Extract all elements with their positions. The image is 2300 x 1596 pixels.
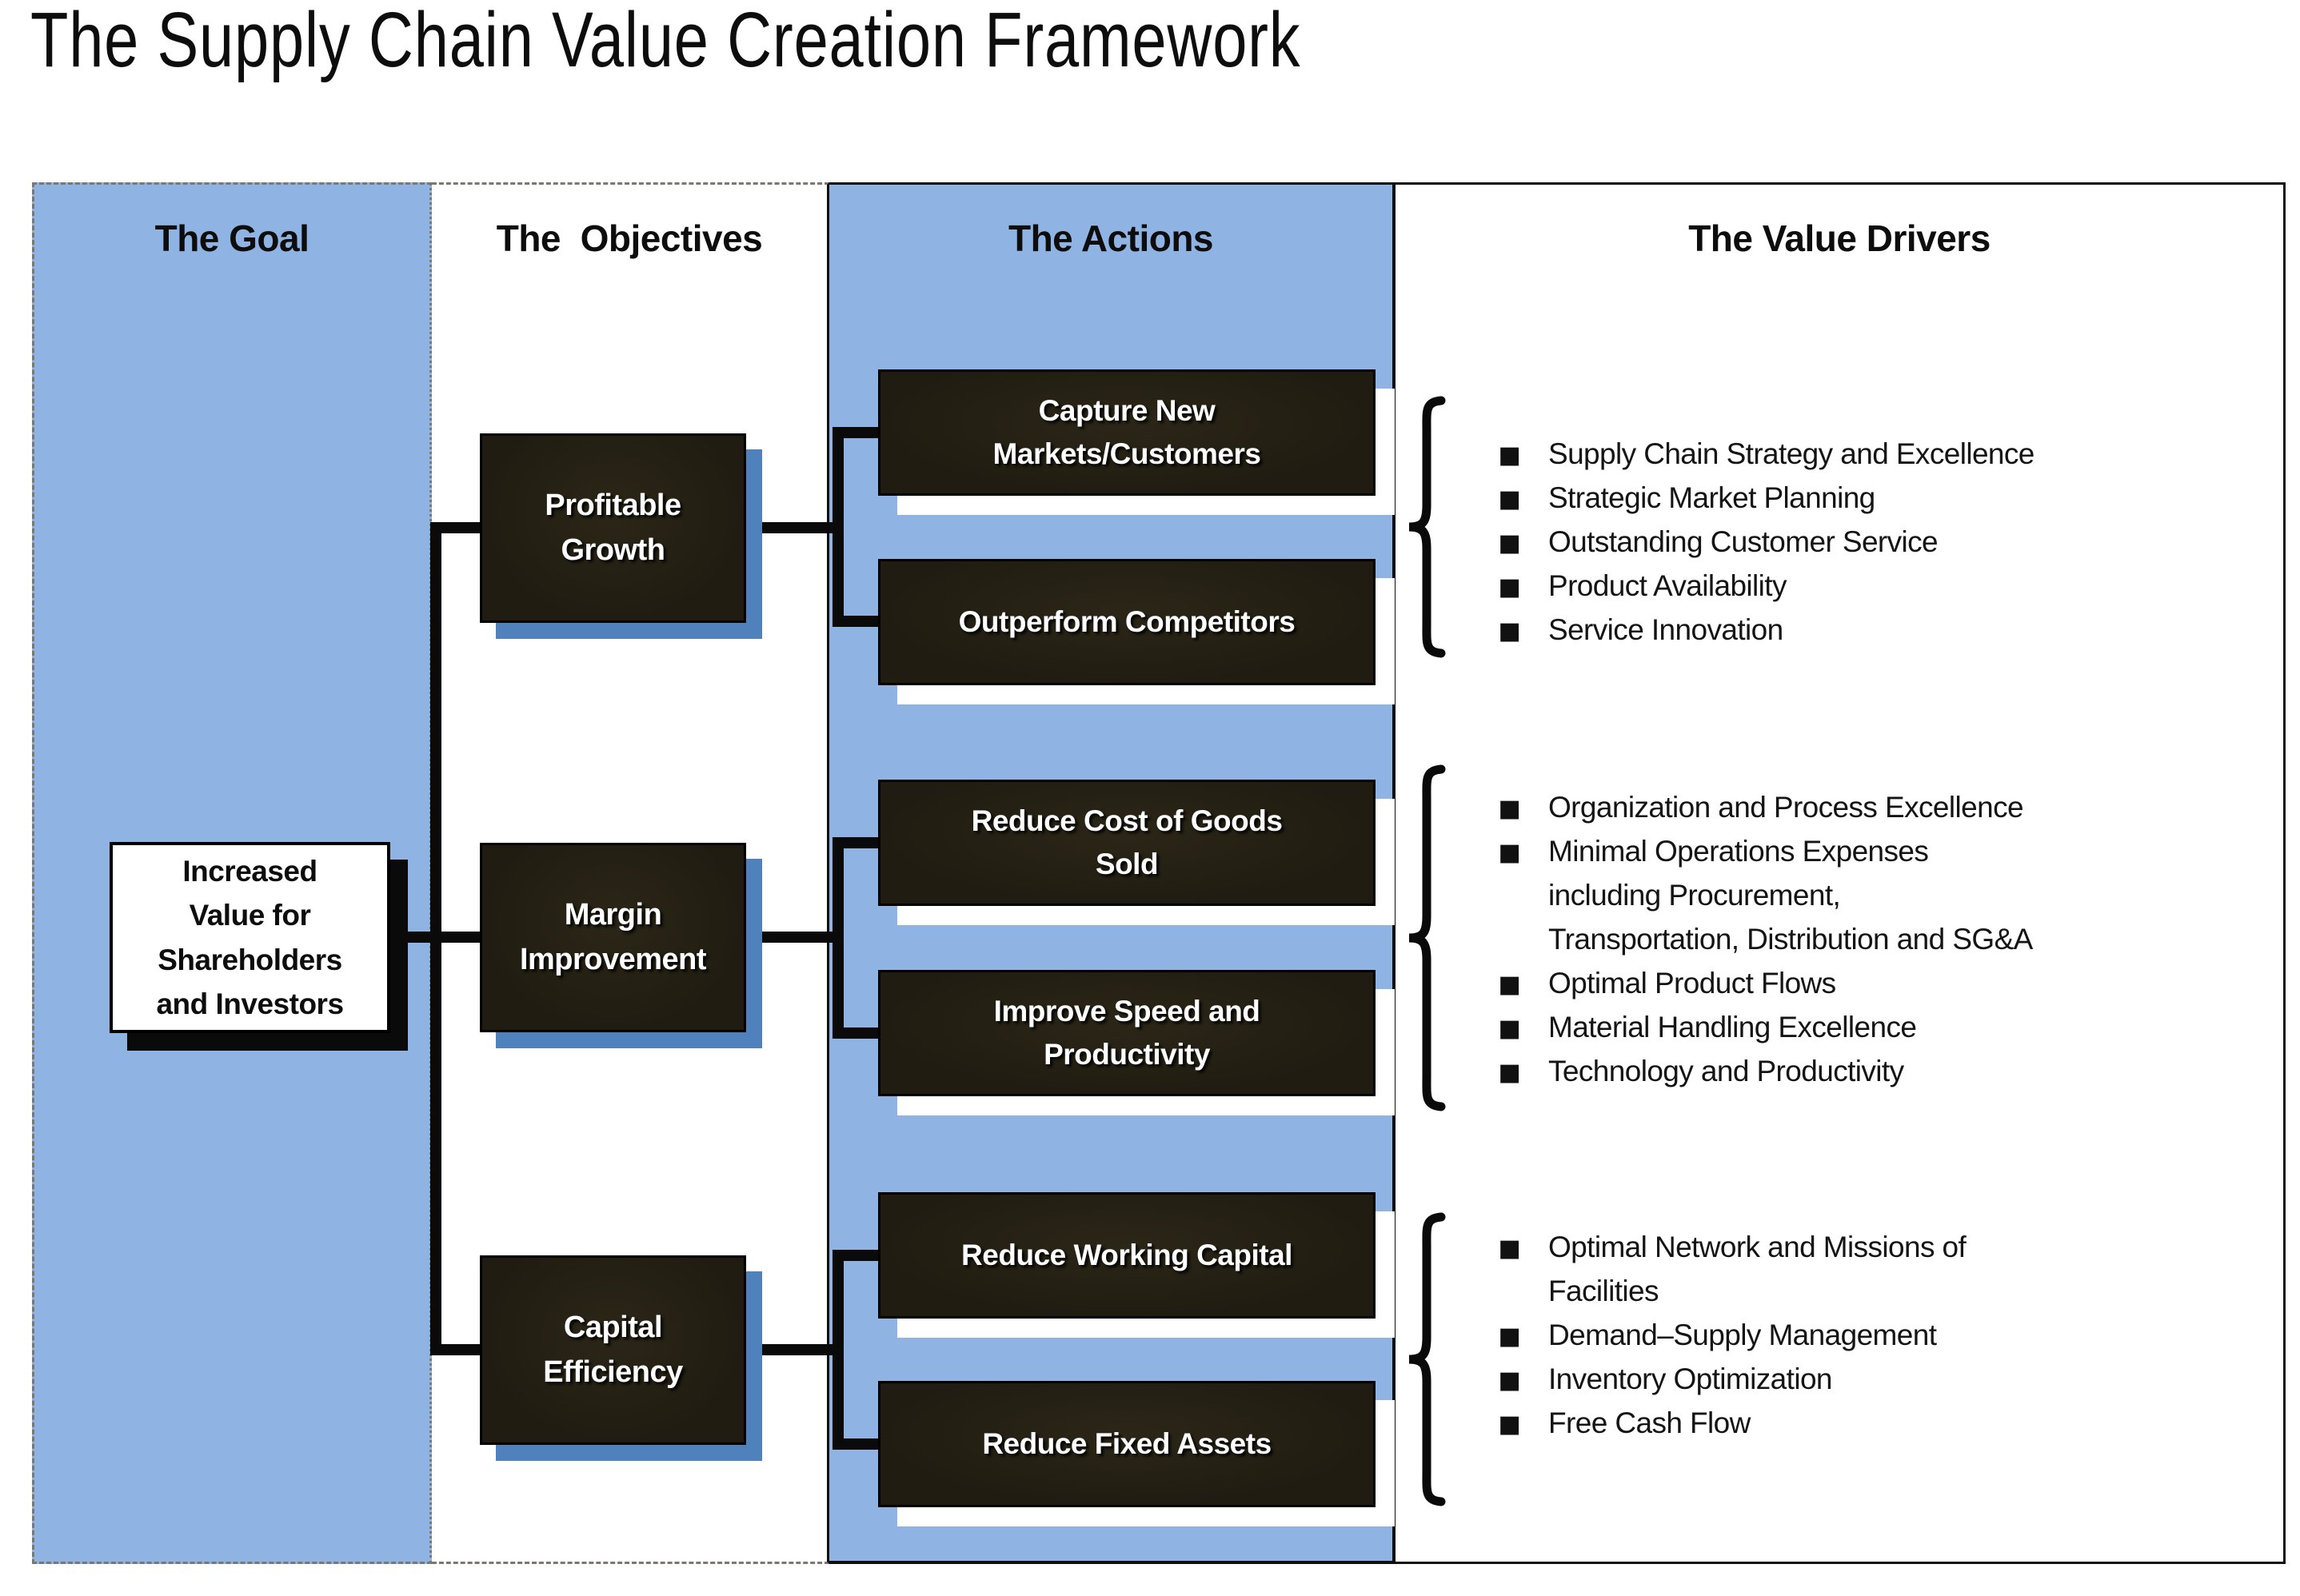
connector-margin-improvement-out (741, 932, 844, 943)
square-bullet-icon: ▪ (1497, 785, 1523, 828)
value-driver-item: ▪ Inventory Optimization (1479, 1357, 2263, 1401)
objective-label: Profitable Growth (545, 489, 681, 567)
action-label: Improve Speed and Productivity (993, 995, 1260, 1071)
value-driver-item: ▪ Organization and Process Excellence (1479, 785, 2263, 829)
square-bullet-icon: ▪ (1497, 476, 1523, 519)
objective-box-capital-efficiency: Capital Efficiency (480, 1255, 746, 1445)
value-driver-item: ▪ Optimal Network and Missions of (1479, 1225, 2263, 1269)
value-driver-item: ▪ Demand–Supply Management (1479, 1313, 2263, 1357)
objective-label: Margin Improvement (519, 898, 707, 976)
column-header-goal: The Goal (154, 217, 309, 259)
value-driver-text: Strategic Market Planning (1548, 481, 1875, 514)
value-driver-text: Free Cash Flow (1548, 1406, 1751, 1439)
value-driver-text: Minimal Operations Expenses (1548, 834, 1929, 868)
value-driver-text: Transportation, Distribution and SG&A (1548, 922, 2033, 956)
connector-branch-vertical-2 (833, 837, 844, 1039)
value-driver-item: ▪ Free Cash Flow (1479, 1401, 2263, 1445)
value-driver-text: Organization and Process Excellence (1548, 790, 2024, 824)
value-driver-item: Transportation, Distribution and SG&A (1479, 917, 2263, 961)
value-driver-item: ▪ Material Handling Excellence (1479, 1005, 2263, 1049)
connector-to-reduce-fixed-assets (838, 1438, 886, 1450)
value-driver-text: Technology and Productivity (1548, 1054, 1904, 1087)
square-bullet-icon: ▪ (1497, 961, 1523, 1004)
action-box-capture-new-markets: Capture New Markets/Customers (878, 369, 1376, 496)
objective-box-profitable-growth: Profitable Growth (480, 433, 746, 623)
square-bullet-icon: ▪ (1497, 1225, 1523, 1268)
square-bullet-icon: ▪ (1497, 520, 1523, 563)
square-bullet-icon: ▪ (1497, 432, 1523, 475)
value-driver-item: ▪ Strategic Market Planning (1479, 476, 2263, 520)
objective-box-margin-improvement: Margin Improvement (480, 843, 746, 1032)
connector-capital-efficiency-out (741, 1344, 844, 1355)
column-header-value-drivers: The Value Drivers (1688, 217, 1991, 259)
value-driver-text: Supply Chain Strategy and Excellence (1548, 437, 2034, 470)
value-driver-text: Optimal Network and Missions of (1548, 1230, 1967, 1263)
value-driver-text: Facilities (1548, 1274, 1659, 1307)
connector-to-outperform-competitors (838, 616, 886, 627)
goal-box: Increased Value for Shareholders and Inv… (110, 842, 390, 1033)
action-label: Reduce Fixed Assets (982, 1427, 1272, 1461)
value-driver-item: ▪ Technology and Productivity (1479, 1049, 2263, 1093)
action-box-reduce-working-capital: Reduce Working Capital (878, 1192, 1376, 1319)
connector-branch-vertical-1 (833, 427, 844, 627)
value-driver-item: including Procurement, (1479, 873, 2263, 917)
value-driver-item: Facilities (1479, 1269, 2263, 1313)
square-bullet-icon: ▪ (1497, 1005, 1523, 1048)
action-label: Reduce Cost of Goods Sold (971, 804, 1283, 880)
connector-to-improve-speed (838, 1027, 886, 1039)
value-driver-item: ▪ Product Availability (1479, 564, 2263, 608)
connector-branch-vertical-3 (833, 1250, 844, 1450)
value-driver-group-3: ▪ Optimal Network and Missions of Facili… (1479, 1225, 2263, 1445)
left-brace-icon (1401, 1211, 1451, 1507)
square-bullet-icon: ▪ (1497, 1313, 1523, 1356)
action-box-outperform-competitors: Outperform Competitors (878, 559, 1376, 685)
page-title: The Supply Chain Value Creation Framewor… (30, 0, 1301, 83)
value-driver-text: Optimal Product Flows (1548, 966, 1836, 999)
connector-to-reduce-cogs (838, 837, 886, 848)
value-driver-group-2: ▪ Organization and Process Excellence ▪ … (1479, 785, 2263, 1093)
square-bullet-icon: ▪ (1497, 608, 1523, 651)
connector-trunk-to-profitable-growth (432, 522, 486, 533)
value-driver-text: Product Availability (1548, 569, 1787, 602)
connector-to-capture-new-markets (838, 427, 886, 438)
value-driver-item: ▪ Supply Chain Strategy and Excellence (1479, 432, 2263, 476)
left-brace-icon (1401, 395, 1451, 659)
left-brace-icon (1401, 764, 1451, 1112)
value-driver-text: Service Innovation (1548, 612, 1783, 646)
square-bullet-icon: ▪ (1497, 1049, 1523, 1092)
action-label: Outperform Competitors (958, 605, 1296, 639)
action-box-reduce-cost-of-goods-sold: Reduce Cost of Goods Sold (878, 780, 1376, 906)
value-driver-text: Material Handling Excellence (1548, 1010, 1917, 1043)
value-driver-text: Inventory Optimization (1548, 1362, 1833, 1395)
value-driver-text: Demand–Supply Management (1548, 1318, 1937, 1351)
value-driver-item: ▪ Optimal Product Flows (1479, 961, 2263, 1005)
action-label: Capture New Markets/Customers (992, 394, 1261, 470)
value-driver-item: ▪ Minimal Operations Expenses (1479, 829, 2263, 873)
square-bullet-icon: ▪ (1497, 1357, 1523, 1400)
value-driver-text: Outstanding Customer Service (1548, 525, 1939, 558)
value-driver-item: ▪ Outstanding Customer Service (1479, 520, 2263, 564)
value-driver-text: including Procurement, (1548, 878, 1841, 912)
goal-box-label: Increased Value for Shareholders and Inv… (156, 854, 344, 1021)
action-box-reduce-fixed-assets: Reduce Fixed Assets (878, 1381, 1376, 1507)
connector-trunk-to-capital-efficiency (432, 1344, 486, 1355)
action-box-improve-speed-and-productivity: Improve Speed and Productivity (878, 970, 1376, 1096)
column-header-actions: The Actions (1008, 217, 1214, 259)
square-bullet-icon: ▪ (1497, 829, 1523, 872)
connector-trunk-vertical (430, 522, 441, 1355)
value-driver-item: ▪ Service Innovation (1479, 608, 2263, 652)
column-value-drivers: The Value Drivers (1396, 182, 2286, 1564)
action-label: Reduce Working Capital (961, 1239, 1292, 1272)
square-bullet-icon: ▪ (1497, 1401, 1523, 1444)
value-driver-group-1: ▪ Supply Chain Strategy and Excellence ▪… (1479, 432, 2263, 652)
square-bullet-icon: ▪ (1497, 564, 1523, 607)
column-header-objectives: The Objectives (496, 217, 763, 259)
objective-label: Capital Efficiency (543, 1311, 683, 1389)
connector-to-reduce-working-capital (838, 1250, 886, 1261)
connector-profitable-growth-out (741, 522, 844, 533)
